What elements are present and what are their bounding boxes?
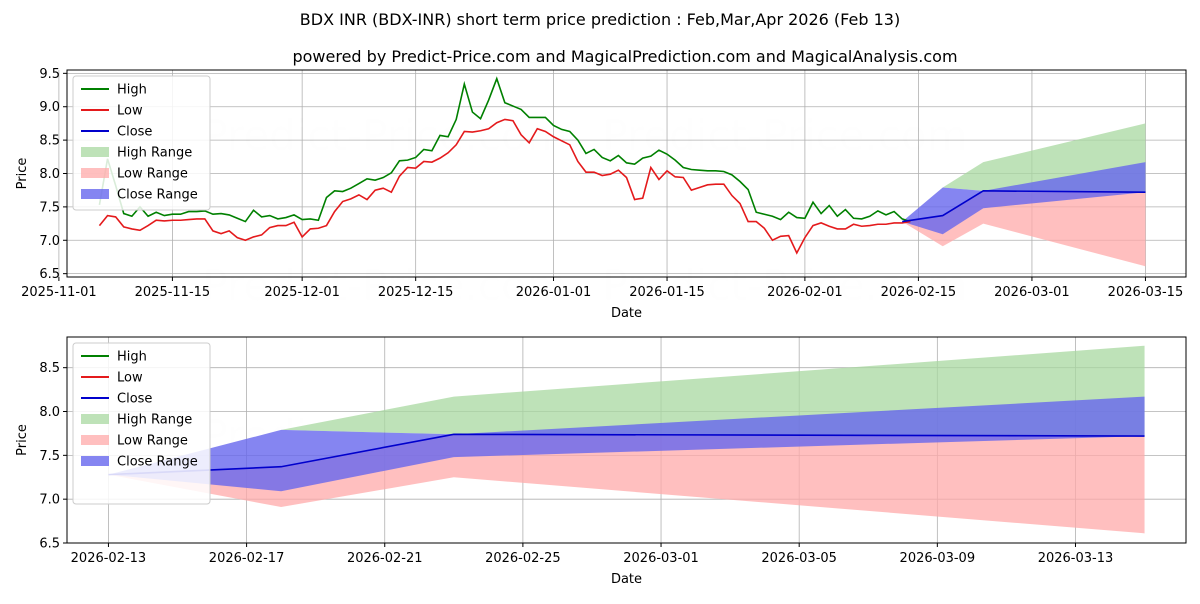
x-axis-label: Date xyxy=(611,306,642,321)
x-tick-label: 2026-01-15 xyxy=(629,285,705,300)
y-tick-label: 9.0 xyxy=(39,100,60,115)
y-tick-label: 6.5 xyxy=(39,267,60,282)
chart-title: BDX INR (BDX-INR) short term price predi… xyxy=(300,10,900,29)
x-tick-label: 2026-02-17 xyxy=(209,551,285,566)
y-axis-label: Price xyxy=(15,158,30,190)
x-tick-label: 2026-02-01 xyxy=(767,285,843,300)
x-tick-label: 2026-03-05 xyxy=(761,551,837,566)
legend-patch-swatch xyxy=(81,456,109,466)
top-panel: Predict-Price.com Predict-Price.comPredic… xyxy=(15,67,1187,321)
x-tick-label: 2025-11-01 xyxy=(21,285,97,300)
close-range-band xyxy=(902,162,1146,235)
axes-frame xyxy=(66,336,1187,544)
x-tick-label: 2026-02-15 xyxy=(881,285,957,300)
x-tick-label: 2025-12-15 xyxy=(378,285,454,300)
y-tick-label: 8.5 xyxy=(39,134,60,149)
high-range-band xyxy=(902,123,1146,222)
x-tick-label: 2026-03-01 xyxy=(994,285,1070,300)
legend-label: High Range xyxy=(117,146,192,161)
x-tick-label: 2026-02-21 xyxy=(347,551,423,566)
y-tick-label: 7.5 xyxy=(39,449,60,464)
x-tick-label: 2026-02-25 xyxy=(485,551,561,566)
bottom-panel: Predict-Price.comPredict-Price.com2026-0… xyxy=(15,336,1187,587)
watermark-text: Predict-Price.com xyxy=(602,111,967,160)
x-axis-label: Date xyxy=(611,572,642,587)
legend-patch-swatch xyxy=(81,168,109,178)
legend-label: Close Range xyxy=(117,188,198,203)
legend-label: Low xyxy=(117,371,143,386)
x-tick-label: 2026-03-13 xyxy=(1038,551,1114,566)
y-tick-label: 7.0 xyxy=(39,234,60,249)
legend-label: Close Range xyxy=(117,455,198,470)
legend-label: High Range xyxy=(117,413,192,428)
legend-label: Low Range xyxy=(117,167,188,182)
x-tick-label: 2026-01-01 xyxy=(516,285,592,300)
y-tick-label: 8.0 xyxy=(39,405,60,420)
y-tick-label: 6.5 xyxy=(39,537,60,552)
low-series-line xyxy=(98,118,911,255)
watermark-text: Predict-Price.com xyxy=(202,111,567,160)
legend-label: High xyxy=(117,83,147,98)
x-tick-label: 2025-11-15 xyxy=(135,285,211,300)
high-range-band xyxy=(108,345,1145,475)
legend-label: High xyxy=(117,350,147,365)
legend-patch-swatch xyxy=(81,435,109,445)
plot-area xyxy=(108,345,1145,534)
y-tick-label: 9.5 xyxy=(39,67,60,82)
chart-subtitle: powered by Predict-Price.com and Magical… xyxy=(292,47,957,66)
y-tick-label: 8.0 xyxy=(39,167,60,182)
plot-area xyxy=(98,76,1146,267)
legend-label: Low Range xyxy=(117,434,188,449)
high-series-line xyxy=(98,76,911,223)
x-tick-label: 2026-03-15 xyxy=(1108,285,1184,300)
legend-patch-swatch xyxy=(81,147,109,157)
legend-patch-swatch xyxy=(81,414,109,424)
x-tick-label: 2025-12-01 xyxy=(264,285,340,300)
close-series-line xyxy=(902,190,1146,223)
x-tick-label: 2026-03-01 xyxy=(623,551,699,566)
legend-label: Low xyxy=(117,104,143,119)
y-tick-label: 7.5 xyxy=(39,200,60,215)
legend-label: Close xyxy=(117,392,152,407)
close-range-band xyxy=(108,396,1145,492)
x-tick-label: 2026-02-13 xyxy=(71,551,147,566)
y-axis-label: Price xyxy=(15,424,30,456)
legend-label: Close xyxy=(117,125,152,140)
y-tick-label: 8.5 xyxy=(39,361,60,376)
y-tick-label: 7.0 xyxy=(39,493,60,508)
legend-patch-swatch xyxy=(81,189,109,199)
x-tick-label: 2026-03-09 xyxy=(900,551,976,566)
